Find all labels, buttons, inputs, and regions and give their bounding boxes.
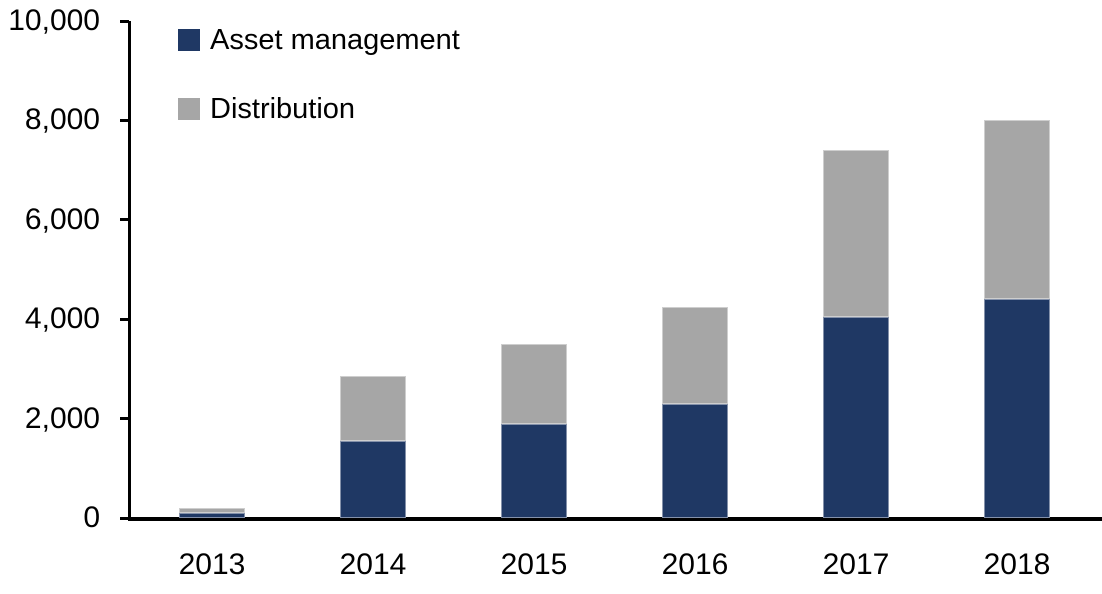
bar-segment-distribution-2018 — [984, 120, 1050, 300]
legend-label-asset-management: Asset management — [210, 24, 460, 56]
legend-label-distribution: Distribution — [210, 93, 356, 125]
legend-entry-distribution: Distribution — [178, 91, 460, 127]
y-axis-tick-label: 6,000 — [24, 202, 100, 236]
y-axis-line — [128, 21, 131, 521]
bar-segment-asset-management-2016 — [662, 403, 728, 518]
y-axis-tick-mark — [120, 417, 129, 421]
x-axis-line — [128, 517, 1102, 521]
bar-segment-asset-management-2018 — [984, 299, 1050, 518]
x-axis-tick-label: 2017 — [822, 548, 890, 581]
bar-segment-distribution-2013 — [179, 508, 245, 514]
y-axis-tick-label: 0 — [83, 501, 100, 534]
y-axis-tick-label: 2,000 — [24, 401, 100, 435]
bar-segment-distribution-2014 — [340, 376, 406, 441]
bar-segment-asset-management-2013 — [179, 513, 245, 518]
bar-segment-distribution-2016 — [662, 306, 728, 404]
y-axis-tick-mark — [120, 118, 129, 122]
x-axis-tick-label: 2018 — [983, 548, 1051, 581]
x-axis-tick-label: 2014 — [339, 548, 407, 581]
x-axis-tick-label: 2016 — [661, 548, 729, 581]
legend: Asset management Distribution — [178, 22, 460, 160]
y-axis-tick-mark — [120, 19, 129, 23]
legend-entry-asset-management: Asset management — [178, 22, 460, 58]
y-axis-tick-mark — [120, 218, 129, 222]
legend-swatch-distribution — [178, 98, 200, 120]
y-axis-tick-mark — [120, 317, 129, 321]
bar-segment-asset-management-2017 — [823, 316, 889, 518]
y-axis-tick-label: 4,000 — [24, 302, 100, 336]
y-axis-tick-mark — [120, 516, 129, 520]
bar-segment-asset-management-2014 — [340, 440, 406, 518]
y-axis-tick-label: 8,000 — [24, 103, 100, 137]
x-axis-tick-label: 2013 — [178, 548, 246, 581]
bar-segment-distribution-2015 — [501, 344, 567, 424]
y-axis-tick-label: 10,000 — [8, 4, 100, 37]
x-axis-tick-label: 2015 — [500, 548, 568, 581]
bar-segment-asset-management-2015 — [501, 423, 567, 518]
legend-swatch-asset-management — [178, 29, 200, 51]
bar-segment-distribution-2017 — [823, 150, 889, 317]
